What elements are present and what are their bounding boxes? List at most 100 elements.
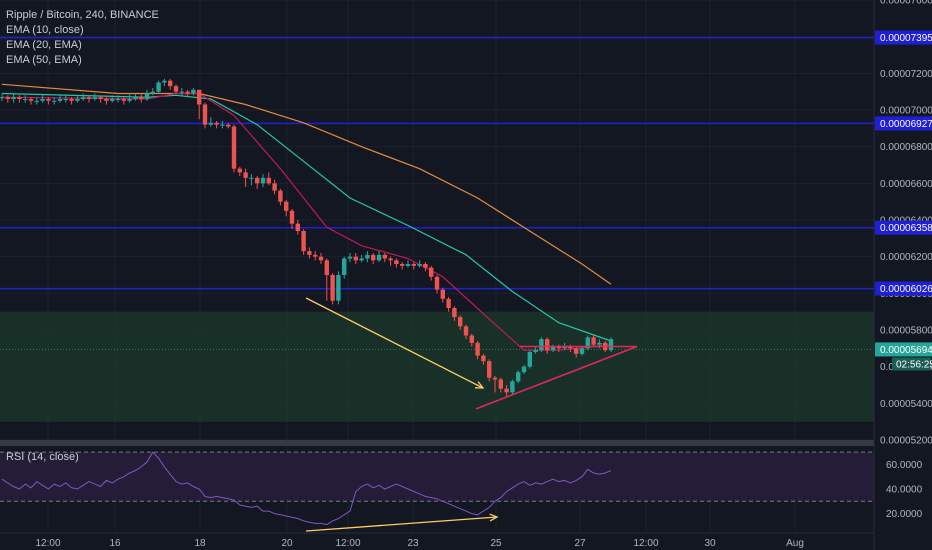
candle-body [208, 122, 213, 125]
x-tick-label: 18 [194, 538, 206, 549]
y-tick-label: 0.00007200 [880, 69, 932, 80]
candle-body [86, 97, 92, 99]
countdown-bg [892, 357, 931, 371]
candle-body [150, 91, 155, 94]
candle-body [69, 99, 74, 101]
x-tick-label: 12:00 [633, 538, 658, 549]
candle-body [133, 97, 138, 99]
legend-ema10[interactable]: EMA (10, close) [6, 24, 84, 36]
candle-body [521, 366, 527, 373]
candle-body [417, 264, 422, 266]
candle-body [284, 201, 289, 211]
candle-body [481, 355, 486, 362]
support-zone [0, 311, 874, 422]
legend-ema50[interactable]: EMA (50, EMA) [6, 54, 82, 66]
candle-body [214, 122, 219, 125]
candle-body [562, 346, 567, 349]
candle-body [527, 352, 532, 367]
candle-body [463, 326, 469, 336]
candle-body [429, 267, 434, 277]
candle-body [52, 100, 57, 102]
last-price-label: 0.00005694 [880, 345, 932, 356]
level-label-bg [875, 116, 932, 131]
candle-body [289, 210, 295, 224]
candle-body [139, 97, 144, 99]
candle-body [458, 317, 463, 327]
y-tick-label: 0.00006600 [880, 179, 932, 190]
candle-body [313, 254, 318, 257]
level-label: 0.00006927 [880, 119, 932, 130]
candle-body [226, 124, 231, 127]
candle-body [452, 308, 457, 318]
candle-body [0, 97, 5, 99]
y-tick-label: 0.00007000 [880, 106, 932, 117]
candle-body [347, 256, 353, 259]
candle-body [469, 335, 474, 343]
candle-body [202, 104, 208, 125]
candle-body [197, 89, 202, 105]
panel-separator [0, 440, 874, 446]
x-tick-label: 16 [109, 538, 121, 549]
level-label: 0.00007395 [880, 33, 932, 44]
candle-body [492, 377, 498, 380]
rsi-legend[interactable]: RSI (14, close) [6, 451, 79, 463]
candle-body [388, 258, 393, 261]
candle-body [63, 99, 68, 100]
level-label-bg [875, 30, 932, 45]
rsi-arrow-head [489, 513, 499, 522]
candle-body [40, 99, 45, 101]
rsi-line [1, 451, 612, 526]
y-tick-label: 0.00006800 [880, 142, 932, 153]
candle-body [585, 337, 590, 349]
candle-body [382, 254, 387, 259]
candle-body [376, 254, 382, 261]
candle-body [510, 381, 515, 393]
candle-body [533, 350, 538, 352]
candle-body [608, 339, 614, 351]
candle-body [28, 99, 34, 101]
candle-body [371, 254, 376, 261]
candle-body [539, 339, 544, 351]
candle-body [446, 298, 451, 308]
candle-body [574, 348, 579, 354]
candle-body [121, 99, 126, 101]
legend-ema20[interactable]: EMA (20, EMA) [6, 39, 82, 51]
y-tick-label: 0.00005200 [880, 436, 932, 447]
candle-body [330, 275, 335, 301]
candle-body [23, 99, 28, 100]
chart-legend: Ripple / Bitcoin, 240, BINANCE EMA (10, … [6, 8, 159, 68]
candle-body [144, 93, 150, 99]
candle-body [591, 337, 596, 345]
candle-body [179, 91, 184, 93]
ema10-line [1, 92, 612, 351]
candle-body [115, 99, 121, 100]
candle-body [57, 99, 63, 101]
candle-body [5, 97, 10, 99]
rsi-tick-label: 40.0000 [886, 485, 923, 496]
legend-title: Ripple / Bitcoin, 240, BINANCE [6, 9, 159, 21]
candle-body [440, 289, 445, 299]
candle-body [243, 172, 248, 178]
candle-body [231, 126, 237, 169]
candle-body [324, 260, 329, 275]
rsi-arrow [305, 516, 498, 532]
x-tick-label: 30 [704, 538, 716, 549]
rsi-tick-label: 20.0000 [886, 509, 923, 520]
candle-body [220, 124, 225, 126]
candle-body [516, 372, 521, 382]
x-tick-label: 12:00 [35, 538, 60, 549]
candle-body [365, 254, 370, 259]
candles-group [0, 78, 614, 396]
candle-body [295, 223, 300, 231]
candle-body [162, 80, 167, 83]
candle-body [191, 89, 196, 94]
candle-body [423, 264, 428, 268]
candle-body [405, 264, 411, 266]
countdown-label: 02:56:25 [896, 359, 932, 370]
x-tick-label: 20 [281, 538, 293, 549]
y-tick-label: 0.00006200 [880, 252, 932, 263]
candle-body [75, 99, 80, 101]
candle-body [400, 264, 405, 266]
candle-body [272, 183, 277, 191]
